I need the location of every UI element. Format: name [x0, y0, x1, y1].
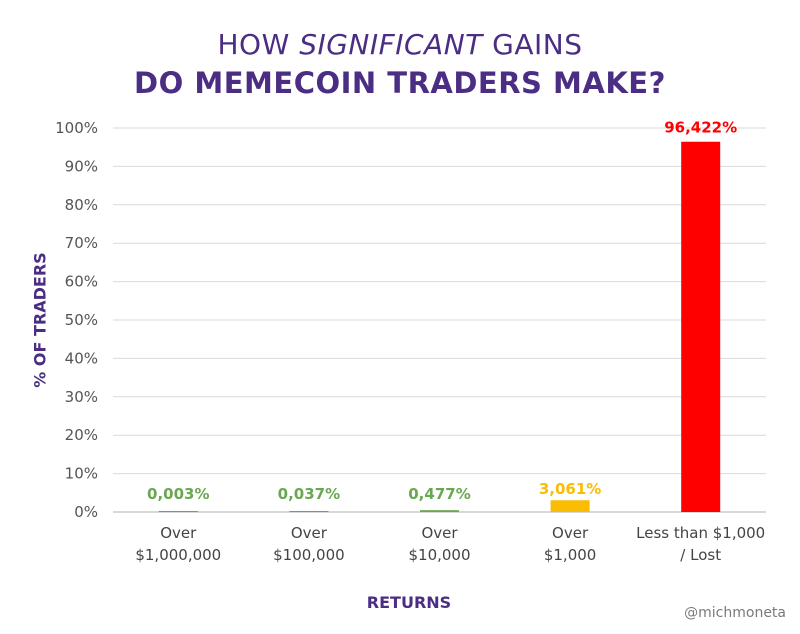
bar [681, 141, 721, 513]
x-tick-label: / Lost [680, 546, 721, 564]
bar-value-label: 3,061% [539, 480, 601, 498]
y-tick-label: 0% [74, 503, 98, 521]
y-tick-label: 40% [65, 349, 98, 367]
y-axis-ticks: 0% 10% 20% 30% 40% 50% 60% 70% 80% 90% 100% [55, 119, 98, 521]
y-tick-label: 70% [65, 234, 98, 252]
y-tick-label: 90% [65, 157, 98, 175]
y-tick-label: 10% [65, 465, 98, 483]
x-tick-label: $1,000,000 [135, 546, 221, 564]
y-tick-label: 60% [65, 273, 98, 291]
bar [289, 511, 329, 512]
x-tick-label: $100,000 [273, 546, 345, 564]
y-tick-label: 50% [65, 311, 98, 329]
x-tick-label: Over [291, 524, 328, 542]
x-axis-ticks: Over $1,000,000 Over $100,000 Over $10,000 Ove… [135, 524, 765, 564]
bar-value-label: 0,037% [278, 485, 340, 503]
bars [158, 141, 721, 513]
x-tick-label: Less than $1,000 [636, 524, 765, 542]
y-tick-label: 20% [65, 426, 98, 444]
grid-lines [113, 127, 766, 513]
x-tick-label: $1,000 [544, 546, 597, 564]
y-tick-label: 100% [55, 119, 98, 137]
x-tick-label: Over [160, 524, 197, 542]
x-axis-label: RETURNS [366, 593, 452, 612]
chart-title-line-2: DO MEMECOIN TRADERS MAKE? [134, 66, 666, 100]
x-tick-label: Over [421, 524, 458, 542]
bar [420, 510, 459, 512]
bar-value-label: 0,477% [408, 485, 470, 503]
y-tick-label: 80% [65, 196, 98, 214]
chart-title-line-1: HOW SIGNIFICANT GAINS [217, 28, 583, 61]
bar-value-label: 96,422% [664, 119, 737, 137]
bar [158, 511, 198, 512]
credit-handle: @michmoneta [684, 605, 786, 621]
value-labels: 0,003% 0,037% 0,477% 3,061% 96,422% [147, 119, 737, 503]
x-tick-label: Over [552, 524, 589, 542]
bar-value-label: 0,003% [147, 485, 209, 503]
x-tick-label: $10,000 [408, 546, 470, 564]
y-tick-label: 30% [65, 388, 98, 406]
bar [550, 500, 590, 512]
